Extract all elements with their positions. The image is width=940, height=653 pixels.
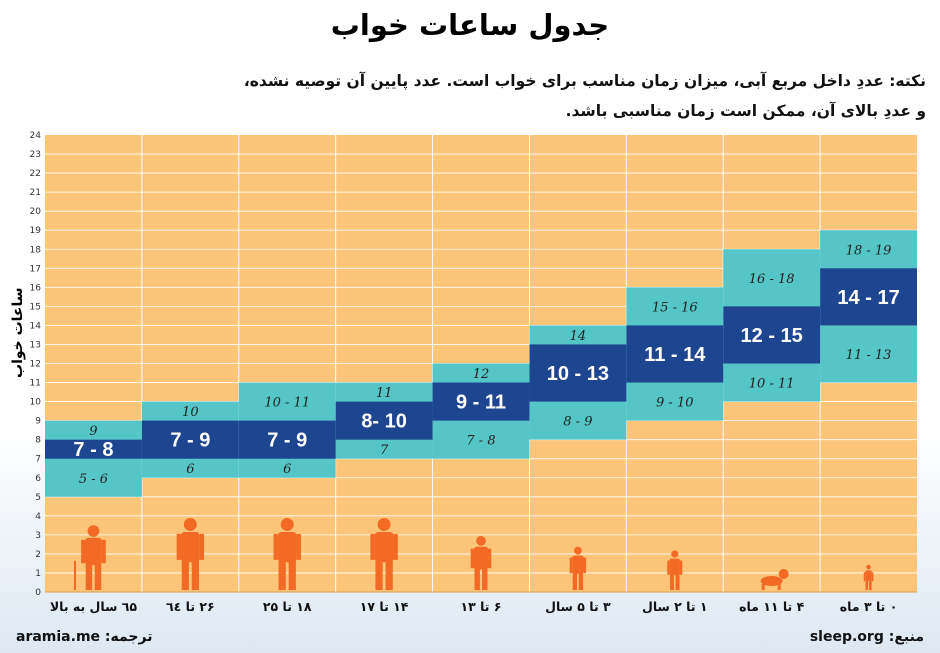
page-title: جدول ساعات خواب	[330, 8, 610, 42]
y-tick-label: 2	[35, 550, 41, 560]
x-category-label: ۱ تا ۲ سال	[642, 599, 708, 614]
y-tick-label: 13	[30, 340, 41, 350]
recommended-label: 14 - 17	[837, 287, 899, 309]
y-tick-label: 6	[35, 474, 41, 484]
acceptable-high-label: 15 - 16	[652, 300, 698, 315]
note-line-1: نکته: عددِ داخل مربع آبی، میزان زمان منا…	[243, 72, 926, 90]
preschooler-figure-icon	[569, 546, 587, 590]
adult-figure-icon	[176, 518, 205, 590]
acceptable-low-label: 10 - 11	[749, 377, 795, 392]
y-tick-label: 0	[35, 588, 41, 598]
acceptable-high-label: 9	[89, 424, 97, 439]
note-line-2: و عددِ بالای آن، ممکن است زمان مناسبی با…	[565, 102, 926, 120]
y-tick-label: 1	[35, 569, 41, 579]
acceptable-low-label: 7 - 8	[466, 434, 495, 449]
newborn-figure-icon	[863, 564, 874, 590]
y-tick-label: 18	[30, 245, 42, 255]
y-tick-label: 3	[35, 531, 41, 541]
y-tick-label: 17	[30, 264, 41, 274]
x-category-label: ۴ تا ۱۱ ماه	[739, 599, 805, 614]
y-tick-label: 7	[35, 455, 41, 465]
x-category-label: ۲۶ تا ٦٤	[166, 599, 215, 614]
acceptable-low-label: 9 - 10	[656, 396, 693, 411]
y-tick-label: 21	[30, 188, 41, 198]
y-tick-label: 20	[30, 207, 42, 217]
y-tick-label: 11	[30, 379, 41, 389]
acceptable-low-label: 7	[380, 443, 389, 458]
teen-figure-icon	[370, 518, 398, 590]
recommended-range-bar	[432, 382, 530, 421]
y-tick-label: 24	[30, 131, 42, 141]
acceptable-low-label: 8 - 9	[563, 415, 592, 430]
recommended-range-bar	[820, 268, 917, 326]
elderly-figure-icon	[74, 525, 106, 590]
recommended-label: 7 - 9	[267, 430, 307, 452]
recommended-range-bar	[45, 439, 142, 459]
x-category-label: ۶ تا ۱۳	[461, 599, 502, 614]
x-category-label: ٦۵ سال به بالا	[50, 599, 137, 614]
recommended-range-bar	[626, 325, 724, 383]
y-tick-label: 16	[30, 283, 42, 293]
y-tick-label: 10	[30, 398, 42, 408]
recommended-label: 11 - 14	[644, 344, 706, 366]
recommended-label: 7 - 8	[73, 439, 113, 461]
acceptable-low-label: 6	[186, 462, 194, 477]
recommended-label: 9 - 11	[456, 392, 506, 414]
recommended-range-bar	[141, 420, 239, 459]
recommended-label: 8- 10	[361, 411, 407, 433]
acceptable-high-label: 16 - 18	[749, 272, 795, 287]
y-tick-label: 15	[30, 302, 41, 312]
recommended-range-bar	[529, 344, 627, 402]
x-category-label: ۰ تا ۳ ماه	[840, 599, 898, 614]
acceptable-low-label: 11 - 13	[846, 348, 892, 363]
translation-credit: ترجمه: aramia.me	[16, 629, 153, 645]
acceptable-low-label: 5 - 6	[79, 472, 108, 487]
recommended-range-bar	[238, 420, 336, 459]
y-tick-label: 5	[35, 493, 41, 503]
y-tick-label: 8	[35, 436, 41, 446]
young-adult-figure-icon	[273, 518, 301, 590]
recommended-range-bar	[335, 401, 433, 440]
recommended-label: 10 - 13	[547, 363, 609, 385]
y-tick-label: 12	[30, 360, 41, 370]
acceptable-high-label: 14	[570, 329, 587, 344]
source-credit: منبع: sleep.org	[809, 629, 924, 645]
y-tick-label: 22	[30, 169, 41, 179]
x-category-label: ۱۸ تا ۲۵	[263, 599, 312, 614]
y-tick-label: 4	[35, 512, 41, 522]
recommended-label: 7 - 9	[170, 430, 210, 452]
acceptable-high-label: 18 - 19	[846, 243, 892, 258]
y-tick-label: 23	[30, 150, 41, 160]
acceptable-high-label: 11	[376, 386, 393, 401]
y-tick-label: 14	[30, 321, 42, 331]
toddler-figure-icon	[667, 550, 683, 590]
x-category-label: ۱۴ تا ۱۷	[360, 599, 409, 614]
x-category-label: ۳ تا ۵ سال	[545, 599, 611, 614]
crawling-baby-figure-icon	[760, 569, 789, 590]
recommended-range-bar	[723, 306, 821, 364]
recommended-label: 12 - 15	[741, 325, 803, 347]
acceptable-high-label: 10	[182, 405, 199, 420]
acceptable-high-label: 12	[473, 367, 490, 382]
y-tick-label: 9	[35, 417, 41, 427]
child-figure-icon	[470, 536, 492, 590]
acceptable-low-label: 6	[283, 462, 291, 477]
acceptable-high-label: 10 - 11	[264, 396, 310, 411]
y-tick-label: 19	[30, 226, 42, 236]
